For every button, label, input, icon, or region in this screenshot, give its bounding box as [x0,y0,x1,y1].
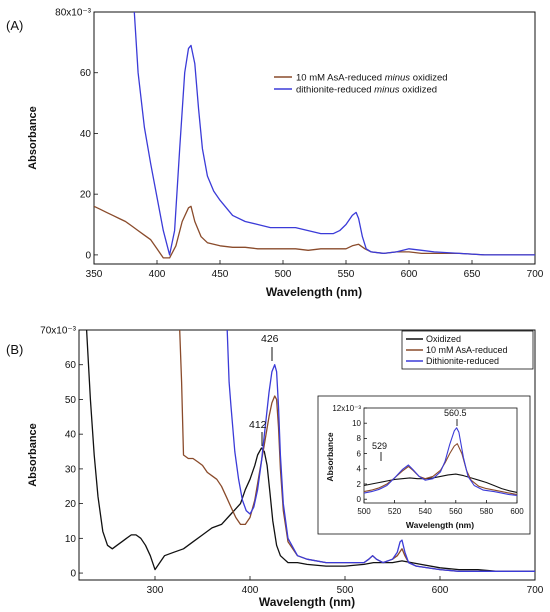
panel-b-inset-plot-frame [363,407,518,504]
panel-a: (A) 0 20 40 60 80x10⁻³ 350 400 450 500 550 600 650… [6,8,544,300]
x-tick-label: 700 [527,269,544,280]
x-tick-label: 500 [337,585,354,596]
y-tick-label: 10 [352,419,361,428]
x-tick-label: 500 [357,507,371,516]
y-tick-label: 40 [65,430,77,441]
panel-a-y-axis-title: Absorbance [27,106,39,170]
y-tick-label: 10 [65,534,77,545]
y-tick-label: 0 [70,569,76,580]
panel-b-x-axis-title: Wavelength (nm) [259,595,355,609]
panel-a-x-axis: 350 400 450 500 550 600 650 700 [86,260,544,280]
y-tick-label: 60 [65,360,77,371]
x-tick-label: 600 [432,585,449,596]
panel-a-legend-dith-part1: dithionite-reduced [296,85,374,96]
panel-a-plot-frame [93,11,536,265]
panel-a-x-axis-title: Wavelength (nm) [266,285,362,299]
x-tick-label: 500 [275,269,292,280]
panel-b-legend-box [401,330,534,370]
inset-x-axis: 500 520 540 560 580 600 [357,500,524,516]
panel-b-legend-label-oxidized: Oxidized [426,334,461,344]
panel-a-legend-dith-part2: minus [374,85,400,96]
panel-b-series [85,330,535,572]
panel-a-y-axis: 0 20 40 60 80x10⁻³ [55,8,98,261]
y-tick-label: 30 [65,464,77,475]
x-tick-label: 600 [510,507,524,516]
y-tick-label: 4 [357,465,362,474]
y-tick-label: 20 [65,499,77,510]
panel-b-inset: 0 2 4 6 8 10 12x10⁻³ 500 520 540 560 580 600 Wavele… [317,395,531,535]
y-tick-label: 2 [357,480,362,489]
panel-b-y-axis: 0 10 20 30 40 50 60 70x10⁻³ [40,326,83,580]
y-tick-label: 0 [85,250,91,261]
panel-b-legend: Oxidized 10 mM AsA-reduced Dithionite-re… [401,330,534,370]
series-line-dithionite-reduced [226,330,535,572]
x-tick-label: 400 [149,269,166,280]
inset-y-axis: 0 2 4 6 8 10 12x10⁻³ [332,404,367,504]
y-tick-label: 80x10⁻³ [55,8,92,19]
panel-a-legend-asa-part2: minus [385,73,411,84]
series-line-10-mm-asa-reduced [179,330,535,572]
inset-annotation-560-5: 560.5 [444,408,467,418]
y-tick-label: 6 [357,449,362,458]
series-line-dithionite-reduced-minus-oxidized [133,12,535,256]
series-line-dithionite-reduced [364,427,517,496]
x-tick-label: 580 [480,507,494,516]
inset-x-axis-title: Wavelength (nm) [406,520,474,530]
panel-b-plot-frame [78,329,536,581]
panel-a-legend-label-dithionite: dithionite-reduced minus oxidized [296,85,437,96]
x-tick-label: 560 [449,507,463,516]
x-tick-label: 300 [147,585,164,596]
x-tick-label: 520 [388,507,402,516]
x-tick-label: 350 [86,269,103,280]
y-tick-label: 12x10⁻³ [332,404,361,413]
panel-a-series [94,12,535,259]
series-line-oxidized [364,473,517,493]
panel-a-legend-dith-part3: oxidized [400,85,438,96]
inset-annotation-529: 529 [372,441,387,451]
panel-b-y-axis-title: Absorbance [27,423,39,487]
panel-b-x-axis: 300 400 500 600 700 [147,576,544,596]
x-tick-label: 700 [527,585,544,596]
inset-series [364,427,517,496]
x-tick-label: 450 [212,269,229,280]
y-tick-label: 70x10⁻³ [40,326,77,337]
y-tick-label: 50 [65,395,77,406]
panel-b-legend-label-dithionite: Dithionite-reduced [426,356,499,366]
x-tick-label: 540 [419,507,433,516]
x-tick-label: 550 [338,269,355,280]
y-tick-label: 8 [357,434,362,443]
panel-b-inset-box [317,395,531,535]
panel-b-annotation-426: 426 [261,333,279,345]
panel-a-legend-asa-part3: oxidized [410,73,448,84]
panel-a-legend: 10 mM AsA-reduced minus oxidized dithion… [274,73,448,96]
y-tick-label: 0 [357,495,362,504]
x-tick-label: 650 [464,269,481,280]
panel-b-legend-label-asa: 10 mM AsA-reduced [426,345,508,355]
series-line-oxidized [85,330,535,572]
inset-y-axis-title: Absorbance [325,432,335,481]
y-tick-label: 60 [80,68,92,79]
y-tick-label: 20 [80,190,92,201]
panel-a-legend-label-asa: 10 mM AsA-reduced minus oxidized [296,73,448,84]
x-tick-label: 400 [242,585,259,596]
panel-b-label: (B) [6,342,23,357]
panel-b-annotation-412: 412 [249,419,267,431]
x-tick-label: 600 [401,269,418,280]
panel-a-legend-asa-part1: 10 mM AsA-reduced [296,73,385,84]
panel-a-label: (A) [6,18,23,33]
y-tick-label: 40 [80,129,92,140]
